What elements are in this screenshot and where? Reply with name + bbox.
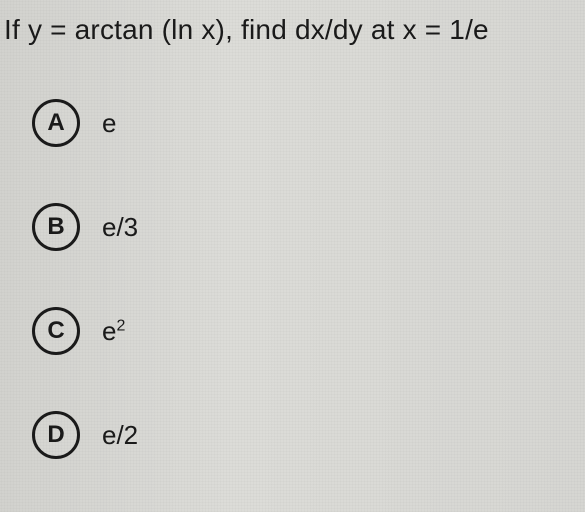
option-letter: D — [47, 421, 64, 449]
option-badge: D — [32, 411, 80, 459]
options-list: A e B e/3 C e2 D e/2 — [0, 99, 585, 459]
option-badge: A — [32, 99, 80, 147]
question-page: If y = arctan (ln x), find dx/dy at x = … — [0, 0, 585, 512]
option-a[interactable]: A e — [32, 99, 585, 147]
option-letter: C — [47, 317, 64, 345]
option-c[interactable]: C e2 — [32, 307, 585, 355]
option-letter: A — [47, 109, 64, 137]
question-text: If y = arctan (ln x), find dx/dy at x = … — [0, 12, 585, 47]
option-label: e/3 — [102, 214, 138, 240]
option-badge: C — [32, 307, 80, 355]
option-label: e2 — [102, 318, 125, 344]
option-letter: B — [47, 213, 64, 241]
option-label: e/2 — [102, 422, 138, 448]
option-badge: B — [32, 203, 80, 251]
option-d[interactable]: D e/2 — [32, 411, 585, 459]
option-b[interactable]: B e/3 — [32, 203, 585, 251]
option-label: e — [102, 110, 116, 136]
